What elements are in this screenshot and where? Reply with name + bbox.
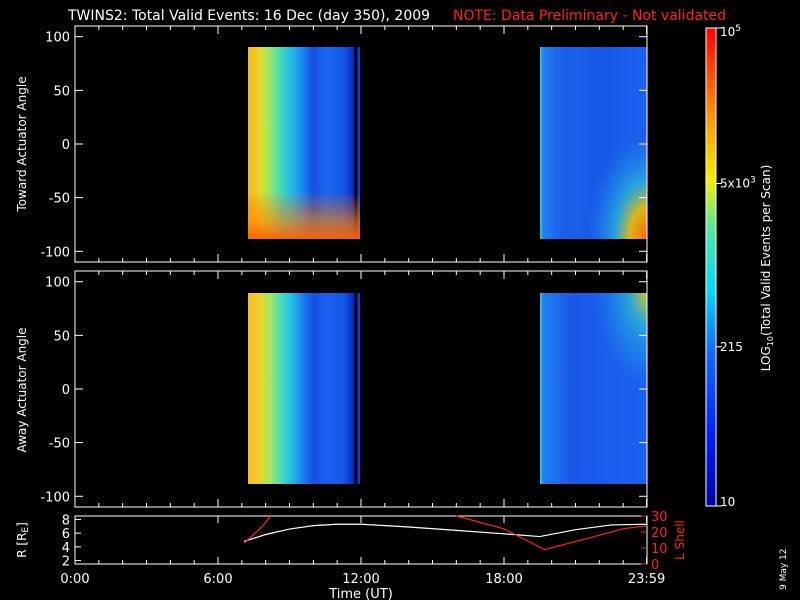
lshell-series-line-inbound [243, 515, 271, 544]
colorbar-tick-label: 5x103 [720, 175, 756, 190]
preliminary-note: NOTE: Data Preliminary - Not validated [453, 8, 726, 24]
ytick-label: -50 [49, 437, 70, 452]
radius-ytick-label: 2 [62, 555, 70, 570]
figure-title: TWINS2: Total Valid Events: 16 Dec (day … [67, 8, 430, 24]
ytick-label: -50 [49, 192, 70, 207]
ytick-label: 50 [53, 329, 70, 344]
colorbar-tick-label: 215 [720, 340, 743, 354]
ytick-label: -100 [40, 245, 70, 260]
lshell-ytick-label: 20 [651, 526, 668, 541]
toward-segment-1-low-angle [248, 47, 360, 239]
xtick-label: 12:00 [342, 572, 379, 587]
radius-ylabel: R [RE] [15, 522, 31, 558]
xtick-label: 23:59 [628, 572, 665, 587]
xtick-label: 0:00 [60, 572, 89, 587]
toward-segment-2-low-angle [540, 47, 647, 239]
radius-ytick-label: 4 [62, 541, 70, 556]
ytick-label: 100 [45, 31, 70, 46]
away-actuator-panel: 100 50 0 -50 -100 Away Actuator Angle [15, 270, 648, 508]
radius-ytick-label: 6 [62, 527, 70, 542]
ytick-label: 0 [62, 383, 70, 398]
away-ylabel: Away Actuator Angle [15, 327, 29, 452]
toward-actuator-panel: 100 50 0 -50 -100 Toward Actuator Angle [15, 25, 648, 263]
xtick-label: 18:00 [485, 572, 522, 587]
date-stamp: 9 May 12 [779, 548, 789, 590]
lshell-ylabel: L Shell [673, 520, 687, 560]
lshell-ytick-label: 30 [651, 510, 668, 525]
away-segment-1 [248, 293, 360, 484]
time-xlabel: Time (UT) [328, 587, 393, 600]
ytick-label: 100 [45, 276, 70, 291]
ytick-label: 0 [62, 138, 70, 153]
lshell-ytick-label: 0 [651, 558, 659, 573]
toward-ylabel: Toward Actuator Angle [15, 76, 29, 212]
colorbar-tick-label: 105 [720, 24, 741, 39]
away-segment-2-high-angle [540, 293, 647, 484]
ytick-label: -100 [40, 490, 70, 505]
lshell-ytick-label: 10 [651, 542, 668, 557]
orbit-panel-frame [74, 515, 648, 565]
colorbar-scale [705, 27, 717, 507]
radius-ytick-label: 8 [62, 513, 70, 528]
colorbar: 105 5x103 215 10 LOG10(Total Valid Events p… [705, 24, 775, 509]
radius-series-line [244, 523, 648, 542]
xtick-label: 6:00 [203, 572, 232, 587]
colorbar-tick-label: 10 [720, 495, 735, 509]
colorbar-label: LOG10(Total Valid Events per Scan) [759, 165, 775, 372]
ytick-label: 50 [53, 84, 70, 99]
lshell-series-line-outbound [456, 515, 648, 551]
